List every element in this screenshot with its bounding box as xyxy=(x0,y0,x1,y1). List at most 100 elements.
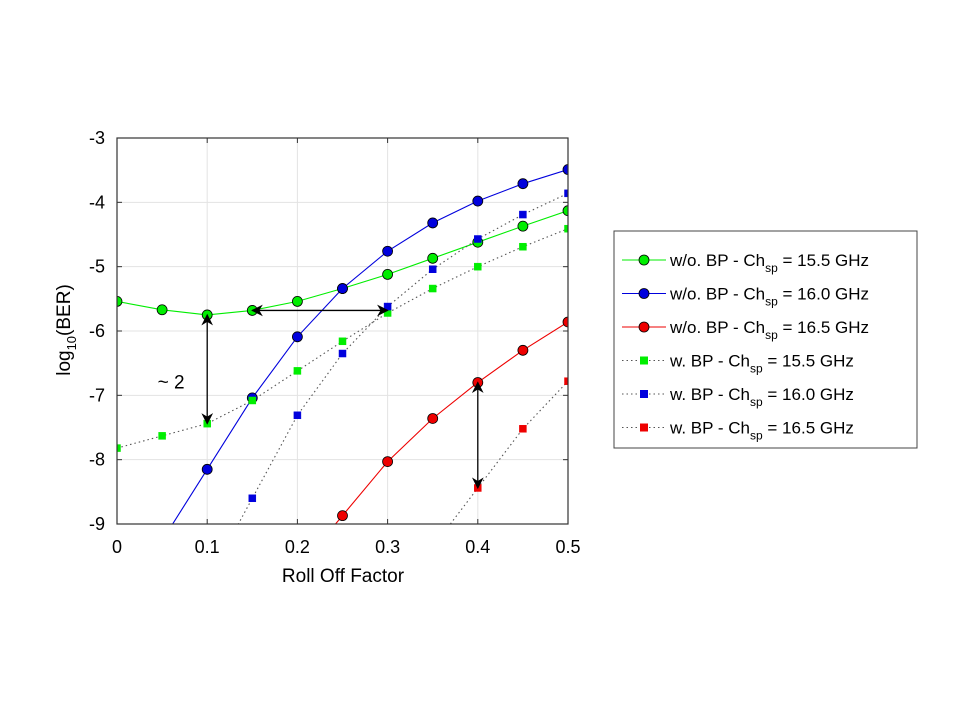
x-tick-label: 0.4 xyxy=(465,537,490,557)
axes-frame xyxy=(116,137,569,525)
series-2-point xyxy=(562,164,568,175)
legend-entry-text: w/o. BP - Ch xyxy=(669,251,765,270)
series-4-point xyxy=(428,284,437,293)
y-tick-label: -5 xyxy=(89,257,105,277)
series-1-point xyxy=(427,252,439,264)
series-line-6 xyxy=(449,380,568,524)
series-3-point xyxy=(337,510,348,522)
legend-entry-text: w. BP - Ch xyxy=(669,419,750,438)
legend-entry-5: w. BP - Chsp = 16.0 GHz xyxy=(669,385,854,409)
legend-entry-sub: sp xyxy=(750,362,763,376)
series-5-point xyxy=(428,265,437,273)
y-axis-label-rest: (BER) xyxy=(54,284,75,336)
x-tick-label: 0 xyxy=(112,537,122,557)
legend-marker-4 xyxy=(640,356,648,365)
legend-entry-text: = 16.0 GHz xyxy=(763,385,854,404)
series-1-point xyxy=(291,296,303,307)
series-5-point xyxy=(519,210,527,219)
legend-entry-sub: sp xyxy=(765,328,778,342)
legend-entry-text: w. BP - Ch xyxy=(669,385,750,404)
series-3-point xyxy=(382,456,394,467)
series-2-point xyxy=(291,331,303,343)
legend-entry-sub: sp xyxy=(750,395,763,409)
x-tick-label: 0.2 xyxy=(285,537,310,557)
x-axis-label: Roll Off Factor xyxy=(282,566,405,587)
series-4-point xyxy=(293,367,302,375)
axes-box xyxy=(116,137,569,525)
legend-entry-text: = 16.5 GHz xyxy=(778,318,869,337)
annotation-label: ~ 2 xyxy=(158,372,185,393)
series-5-point xyxy=(338,349,347,358)
x-tick-label: 0.3 xyxy=(375,537,400,557)
series-5-point xyxy=(383,302,392,311)
series-5-point xyxy=(248,494,257,503)
legend-marker-2 xyxy=(638,288,650,299)
y-tick-label: -3 xyxy=(89,128,105,148)
series-4-point xyxy=(158,432,166,440)
y-axis-label-sub: 10 xyxy=(64,336,79,350)
y-axis-label-base: log xyxy=(54,350,75,375)
x-tick-label: 0.1 xyxy=(195,537,220,557)
legend-entry-sub: sp xyxy=(765,261,778,275)
series-6-point xyxy=(564,377,568,385)
series-4-point xyxy=(338,337,347,346)
series-5-point xyxy=(293,411,302,420)
series-4-point xyxy=(564,224,568,233)
series-line-2 xyxy=(171,168,568,524)
y-tick-label: -6 xyxy=(89,321,105,341)
legend-marker-1 xyxy=(638,254,650,266)
y-tick-label: -9 xyxy=(89,514,105,534)
series-1-point xyxy=(562,205,568,217)
series-1-point xyxy=(382,268,394,280)
legend-entry-sub: sp xyxy=(750,429,763,443)
legend-entry-text: w/o. BP - Ch xyxy=(669,285,765,304)
x-tick-label: 0.5 xyxy=(555,537,580,557)
legend-entry-text: = 15.5 GHz xyxy=(763,352,854,371)
series-3-point xyxy=(427,413,439,424)
legend-entry-sub: sp xyxy=(765,295,778,309)
legend-entry-6: w. BP - Chsp = 16.5 GHz xyxy=(669,419,854,443)
legend-entry-text: w/o. BP - Ch xyxy=(669,318,765,337)
series-2-point xyxy=(427,217,439,229)
legend-entry-3: w/o. BP - Chsp = 16.5 GHz xyxy=(669,318,869,342)
series-4-point xyxy=(117,444,121,452)
series-2-point xyxy=(337,283,348,294)
series-6-point xyxy=(519,425,527,433)
legend-entry-text: = 15.5 GHz xyxy=(778,251,869,270)
series-2-point xyxy=(382,245,394,257)
series-2-point xyxy=(201,463,213,475)
series-5-point xyxy=(474,235,482,243)
series-4-point xyxy=(248,396,257,405)
legend-entry-text: = 16.5 GHz xyxy=(763,419,854,438)
legend-entry-1: w/o. BP - Chsp = 15.5 GHz xyxy=(669,251,869,275)
y-tick-label: -7 xyxy=(89,385,105,405)
series-2-point xyxy=(472,195,484,207)
series-3-point xyxy=(562,316,568,328)
legend-box xyxy=(613,230,918,449)
series-2-point xyxy=(517,178,529,190)
annotations: ~ 2 xyxy=(158,372,185,393)
series-1-point xyxy=(117,296,123,307)
grid xyxy=(116,137,569,525)
y-tick-label: -8 xyxy=(89,450,105,470)
tick-labels: 0 0.1 0.2 0.3 0.4 0.5 -3 -4 -5 -6 -7 -8 -9 xyxy=(89,128,581,557)
legend-entry-2: w/o. BP - Chsp = 16.0 GHz xyxy=(669,285,869,309)
legend-marker-5 xyxy=(640,390,648,398)
y-tick-label: -4 xyxy=(89,192,105,212)
series-4-point xyxy=(474,262,482,271)
legend-marker-3 xyxy=(638,321,650,333)
legend-entry-text: = 16.0 GHz xyxy=(778,285,869,304)
legend-entry-text: w. BP - Ch xyxy=(669,352,750,371)
series-4-point xyxy=(519,242,527,251)
series-3-point xyxy=(517,344,529,356)
legend-entry-4: w. BP - Chsp = 15.5 GHz xyxy=(669,352,854,376)
series-5-point xyxy=(564,189,568,198)
series-1-point xyxy=(517,220,529,232)
annotation-arrows xyxy=(201,304,484,490)
series-1-point xyxy=(156,304,168,316)
y-axis-label: log10(BER) xyxy=(54,284,79,376)
legend-marker-6 xyxy=(640,423,648,432)
